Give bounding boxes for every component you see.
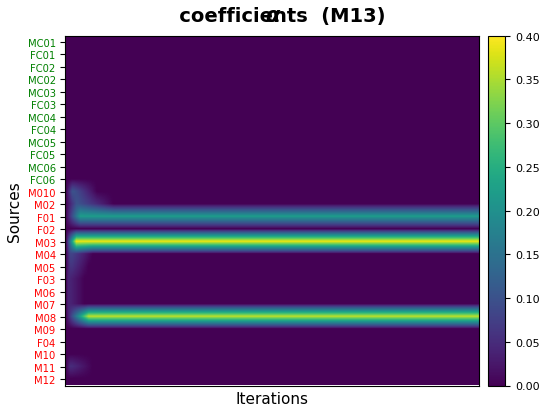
X-axis label: Iterations: Iterations xyxy=(236,391,308,406)
Y-axis label: Sources: Sources xyxy=(7,181,22,241)
Text: coefficients  (M13): coefficients (M13) xyxy=(159,7,385,26)
Text: α: α xyxy=(265,6,280,26)
